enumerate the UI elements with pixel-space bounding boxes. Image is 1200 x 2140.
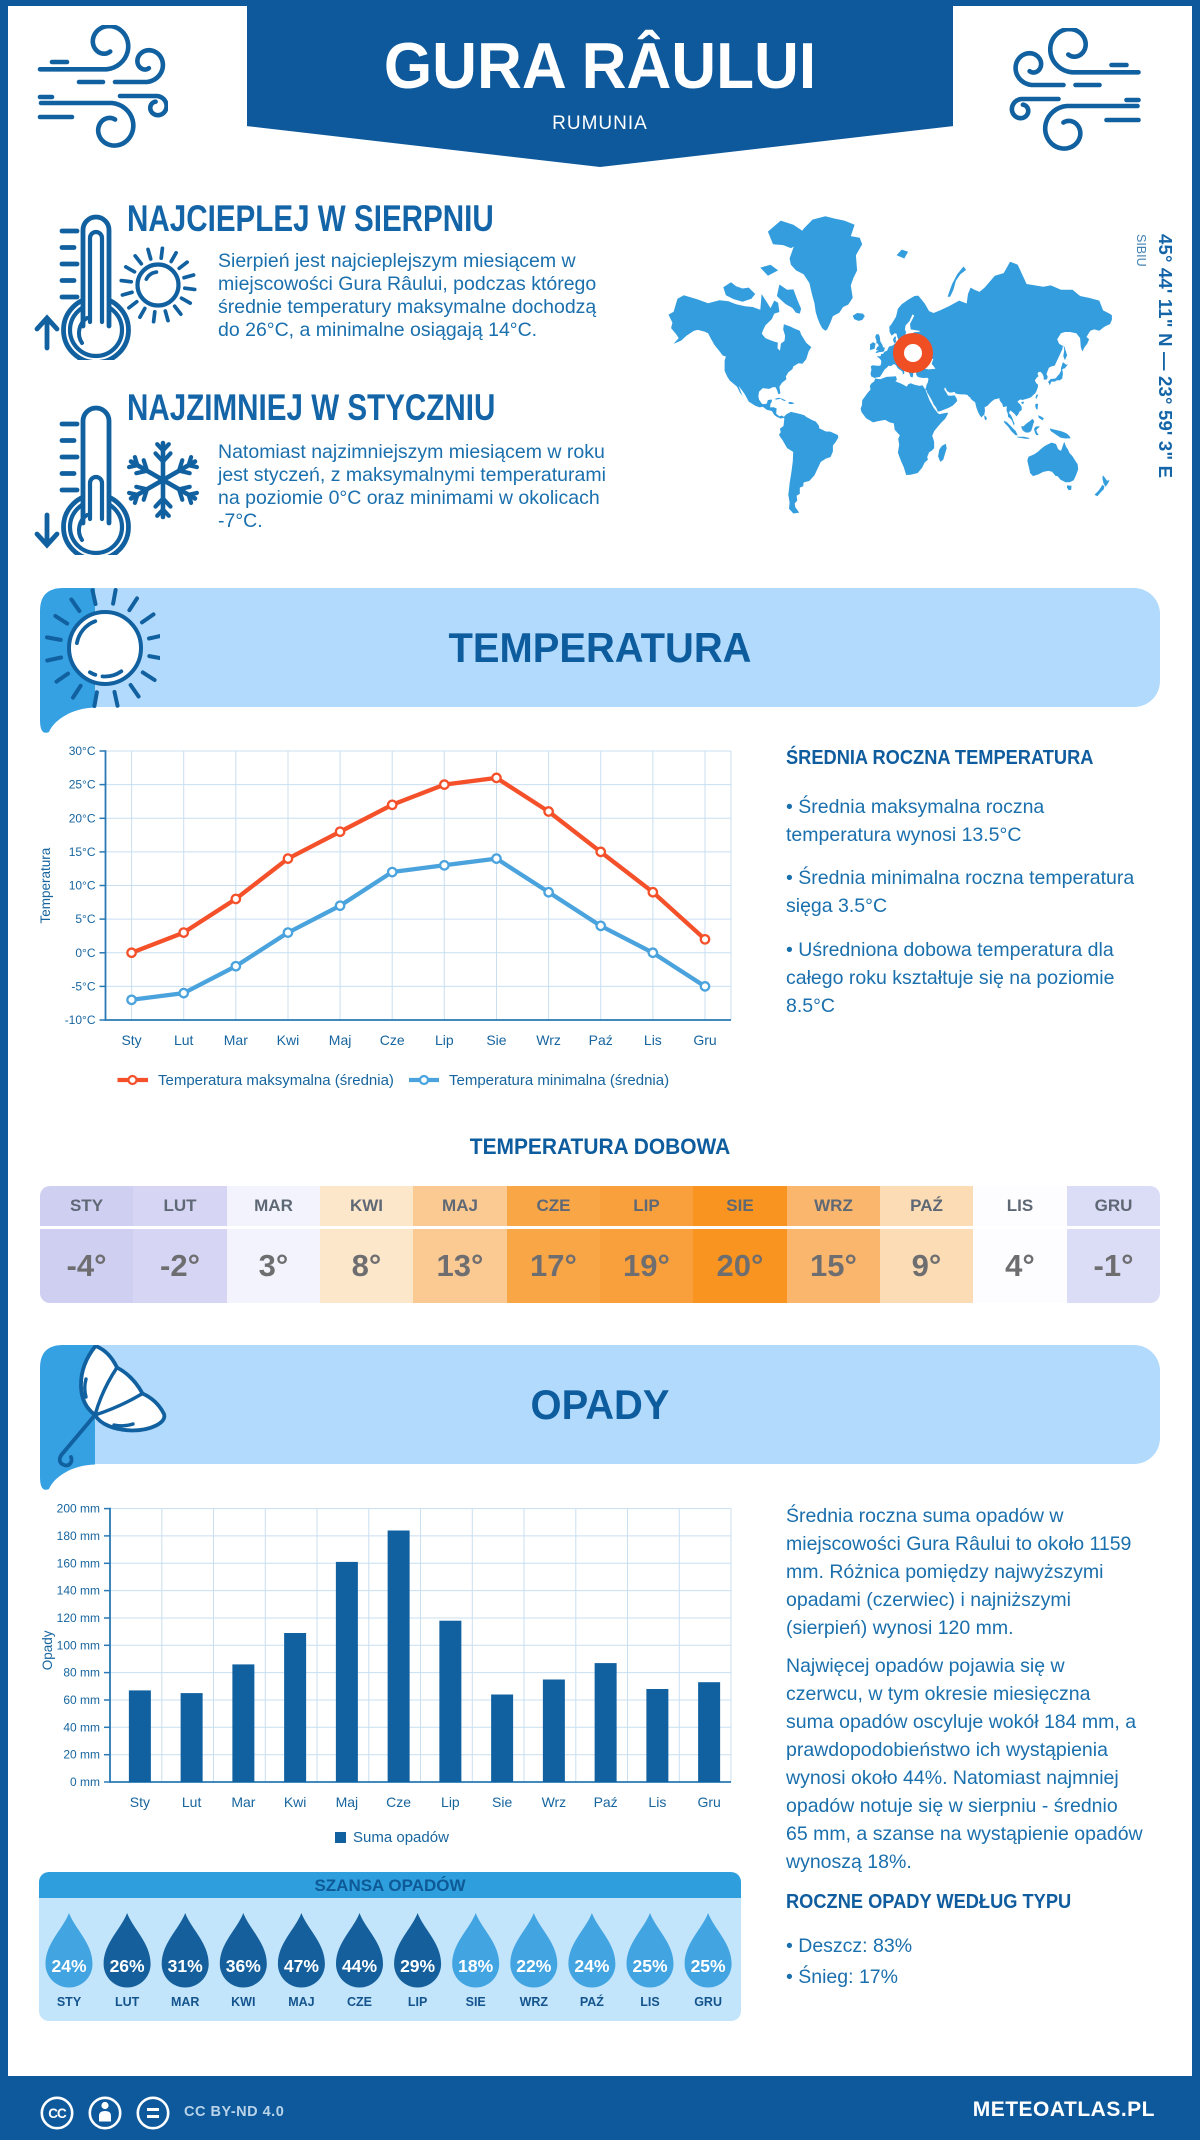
svg-text:160 mm: 160 mm: [57, 1556, 100, 1570]
svg-text:22%: 22%: [516, 1956, 551, 1976]
svg-text:29%: 29%: [400, 1956, 435, 1976]
svg-text:WRZ: WRZ: [520, 1995, 549, 2009]
svg-text:Temperatura maksymalna (średni: Temperatura maksymalna (średnia): [158, 1072, 394, 1089]
svg-text:Sie: Sie: [492, 1794, 512, 1810]
svg-text:Kwi: Kwi: [277, 1032, 300, 1048]
svg-text:Sie: Sie: [486, 1032, 506, 1048]
svg-text:-10°C: -10°C: [65, 1013, 96, 1027]
svg-text:Sty: Sty: [130, 1794, 150, 1810]
svg-text:Temperatura minimalna (średnia: Temperatura minimalna (średnia): [449, 1072, 669, 1089]
svg-text:44%: 44%: [342, 1956, 377, 1976]
svg-text:Maj: Maj: [336, 1794, 359, 1810]
svg-text:15°C: 15°C: [69, 845, 96, 859]
svg-text:26%: 26%: [110, 1956, 145, 1976]
svg-text:47%: 47%: [284, 1956, 319, 1976]
svg-text:CZE: CZE: [347, 1995, 372, 2009]
svg-text:Mar: Mar: [224, 1032, 248, 1048]
svg-text:Lut: Lut: [174, 1032, 194, 1048]
svg-text:Lis: Lis: [648, 1794, 666, 1810]
svg-text:CC: CC: [48, 2106, 67, 2121]
svg-text:GRU: GRU: [694, 1995, 722, 2009]
svg-text:LUT: LUT: [115, 1995, 140, 2009]
svg-text:5°C: 5°C: [75, 912, 95, 926]
svg-text:0°C: 0°C: [75, 946, 95, 960]
svg-text:LIS: LIS: [640, 1995, 659, 2009]
svg-text:Lis: Lis: [644, 1032, 662, 1048]
svg-text:Cze: Cze: [380, 1032, 405, 1048]
svg-text:Mar: Mar: [231, 1794, 255, 1810]
svg-text:STY: STY: [57, 1995, 82, 2009]
svg-text:20 mm: 20 mm: [63, 1748, 100, 1762]
svg-text:Maj: Maj: [329, 1032, 352, 1048]
svg-text:180 mm: 180 mm: [57, 1529, 100, 1543]
svg-text:140 mm: 140 mm: [57, 1584, 100, 1598]
svg-text:Wrz: Wrz: [536, 1032, 561, 1048]
svg-text:Lip: Lip: [435, 1032, 454, 1048]
svg-text:Lip: Lip: [441, 1794, 460, 1810]
svg-text:Sty: Sty: [121, 1032, 141, 1048]
svg-text:Cze: Cze: [386, 1794, 411, 1810]
svg-text:Gru: Gru: [693, 1032, 716, 1048]
svg-text:24%: 24%: [51, 1956, 86, 1976]
svg-text:20°C: 20°C: [69, 811, 96, 825]
svg-text:24%: 24%: [574, 1956, 609, 1976]
svg-text:Wrz: Wrz: [542, 1794, 567, 1810]
svg-text:Paź: Paź: [589, 1032, 613, 1048]
svg-text:25%: 25%: [632, 1956, 667, 1976]
svg-text:200 mm: 200 mm: [57, 1502, 100, 1516]
svg-text:80 mm: 80 mm: [63, 1666, 100, 1680]
svg-text:MAR: MAR: [171, 1995, 199, 2009]
svg-text:Paź: Paź: [594, 1794, 618, 1810]
svg-text:KWI: KWI: [231, 1995, 255, 2009]
svg-text:30°C: 30°C: [69, 744, 96, 758]
svg-text:Kwi: Kwi: [284, 1794, 307, 1810]
svg-text:18%: 18%: [458, 1956, 493, 1976]
svg-text:Lut: Lut: [182, 1794, 202, 1810]
svg-text:36%: 36%: [226, 1956, 261, 1976]
svg-text:PAŹ: PAŹ: [580, 1994, 604, 2009]
svg-text:60 mm: 60 mm: [63, 1693, 100, 1707]
svg-text:25%: 25%: [691, 1956, 726, 1976]
svg-text:Opady: Opady: [40, 1630, 55, 1670]
svg-text:25°C: 25°C: [69, 778, 96, 792]
svg-text:SIE: SIE: [466, 1995, 486, 2009]
svg-text:-5°C: -5°C: [71, 979, 95, 993]
svg-text:100 mm: 100 mm: [57, 1638, 100, 1652]
svg-text:LIP: LIP: [408, 1995, 427, 2009]
svg-text:31%: 31%: [168, 1956, 203, 1976]
svg-text:MAJ: MAJ: [288, 1995, 314, 2009]
svg-text:Gru: Gru: [697, 1794, 720, 1810]
svg-text:120 mm: 120 mm: [57, 1611, 100, 1625]
svg-text:10°C: 10°C: [69, 879, 96, 893]
svg-text:Temperatura: Temperatura: [40, 847, 53, 923]
svg-text:40 mm: 40 mm: [63, 1720, 100, 1734]
svg-text:Suma opadów: Suma opadów: [353, 1829, 449, 1846]
svg-text:0 mm: 0 mm: [70, 1775, 100, 1789]
